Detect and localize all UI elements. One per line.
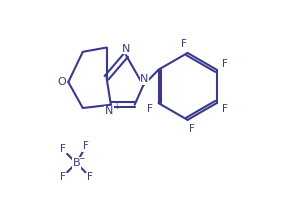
Text: F: F [222, 103, 228, 114]
Text: F: F [181, 39, 187, 49]
Text: B: B [73, 158, 80, 168]
Text: N: N [140, 74, 148, 84]
Text: N: N [105, 106, 113, 116]
Text: F: F [87, 172, 93, 182]
Text: F: F [222, 59, 228, 69]
Text: F: F [83, 141, 89, 151]
Text: +: + [113, 102, 120, 111]
Text: O: O [58, 77, 66, 87]
Text: F: F [147, 103, 153, 114]
Text: N: N [122, 44, 130, 54]
Text: F: F [188, 124, 194, 134]
Text: F: F [60, 144, 65, 154]
Text: F: F [60, 172, 65, 182]
Text: −: − [78, 154, 85, 163]
